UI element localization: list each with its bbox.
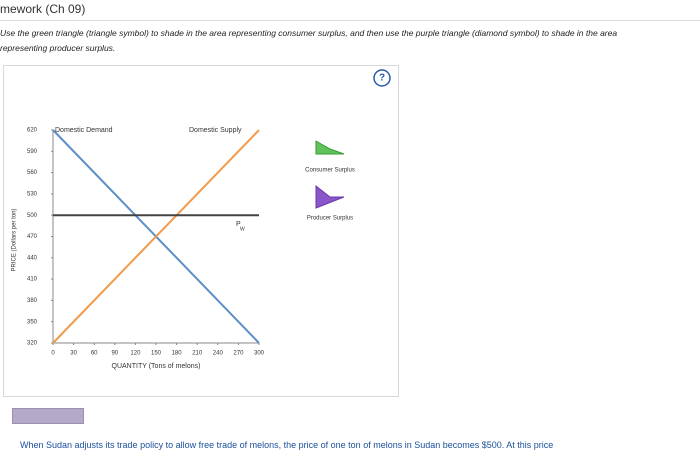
x-tick-label: 120 bbox=[130, 351, 141, 357]
y-tick-label: 350 bbox=[27, 319, 38, 325]
x-tick-label: 210 bbox=[192, 351, 203, 357]
x-tick-label: 0 bbox=[51, 351, 55, 357]
transcript-button[interactable] bbox=[12, 408, 84, 424]
y-tick-label: 530 bbox=[27, 191, 38, 197]
producer-surplus-tool[interactable] bbox=[315, 184, 345, 209]
y-tick-label: 560 bbox=[27, 170, 38, 176]
graph-panel bbox=[3, 65, 399, 397]
y-tick-label: 320 bbox=[27, 341, 38, 347]
x-tick-label: 300 bbox=[254, 351, 265, 357]
page-title: mework (Ch 09) bbox=[0, 2, 86, 16]
tool-label: Consumer Surplus bbox=[305, 168, 355, 174]
help-icon-text: ? bbox=[379, 73, 385, 84]
y-tick-label: 470 bbox=[27, 234, 38, 240]
world-price-subscript: W bbox=[240, 227, 245, 233]
x-tick-label: 90 bbox=[111, 351, 118, 357]
help-icon[interactable] bbox=[373, 69, 391, 87]
line-label: Domestic Demand bbox=[55, 127, 113, 134]
series-line bbox=[52, 129, 260, 344]
y-tick-label: 440 bbox=[27, 255, 38, 261]
separator bbox=[0, 20, 700, 21]
y-tick-label: 410 bbox=[27, 277, 38, 283]
x-tick-label: 150 bbox=[151, 351, 162, 357]
y-tick-label: 500 bbox=[27, 213, 38, 219]
question-text: When Sudan adjusts its trade policy to a… bbox=[20, 440, 554, 450]
x-tick-label: 240 bbox=[213, 351, 224, 357]
consumer-surplus-tool[interactable] bbox=[315, 140, 345, 155]
x-tick-label: 60 bbox=[91, 351, 98, 357]
instructions: Use the green triangle (triangle symbol)… bbox=[0, 28, 618, 53]
x-tick-label: 180 bbox=[172, 351, 183, 357]
y-tick-label: 380 bbox=[27, 298, 38, 304]
y-tick-label: 620 bbox=[27, 128, 38, 134]
x-tick-label: 270 bbox=[233, 351, 244, 357]
world-price-label: P bbox=[236, 221, 241, 228]
x-tick-label: 30 bbox=[70, 351, 77, 357]
y-tick-label: 590 bbox=[27, 149, 38, 155]
line-label: Domestic Supply bbox=[189, 127, 242, 134]
tool-label: Producer Surplus bbox=[307, 216, 353, 222]
y-axis-label: PRICE (Dollars per ton) bbox=[12, 208, 18, 271]
x-axis-label: QUANTITY (Tons of melons) bbox=[112, 363, 201, 370]
